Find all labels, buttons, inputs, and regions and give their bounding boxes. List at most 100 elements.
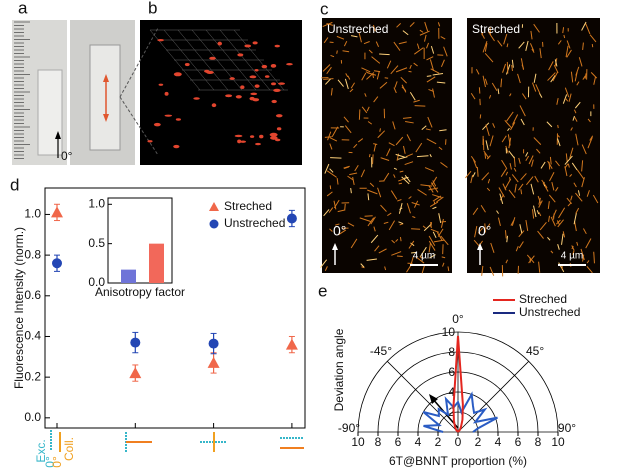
y-tick-label: 1.0 [24, 207, 41, 221]
fiber [376, 70, 380, 80]
fiber [406, 134, 411, 142]
y-tick-label: 0.0 [88, 275, 105, 289]
fiber [492, 123, 496, 128]
fiber [436, 196, 444, 203]
fiber [398, 41, 407, 45]
fiber [380, 204, 387, 212]
fiber [533, 205, 537, 218]
y-axis-label: Deviation angle [332, 328, 346, 411]
fiber [470, 174, 474, 184]
bar [149, 243, 164, 283]
fiber [400, 76, 407, 84]
fiber [360, 169, 366, 178]
fiber [513, 156, 516, 167]
fiber [350, 35, 358, 38]
fiber [537, 195, 542, 204]
fiber [477, 227, 483, 234]
volume-blob [157, 38, 164, 42]
fiber [430, 46, 435, 54]
fiber [502, 63, 507, 73]
fiber [511, 64, 514, 72]
fiber [507, 127, 510, 132]
fiber [409, 21, 415, 27]
fiber [575, 66, 580, 76]
fiber [520, 173, 527, 181]
fiber [426, 76, 436, 83]
fiber [580, 248, 585, 261]
fiber [555, 187, 559, 192]
panel-label: e [318, 281, 327, 300]
fiber [415, 256, 425, 264]
fiber [322, 21, 333, 28]
fiber [326, 191, 333, 197]
x-tick-label: 2 [475, 435, 482, 449]
point [52, 258, 62, 269]
fiber [430, 68, 440, 74]
fiber [395, 67, 408, 73]
fiber [465, 170, 472, 179]
fiber [563, 34, 566, 39]
y-axis-label: Fluorescence Intensity (norm.) [12, 227, 26, 389]
fiber [390, 65, 399, 75]
fiber [525, 40, 529, 52]
fiber [510, 122, 516, 131]
fiber [406, 153, 413, 158]
fiber [428, 240, 436, 251]
bar [121, 269, 136, 283]
x-axis-label: 6T@BNNT proportion (%) [389, 454, 527, 468]
fiber [404, 161, 414, 166]
polarization-icons [50, 430, 304, 452]
fiber [504, 119, 512, 129]
fiber [419, 30, 430, 36]
fiber [369, 182, 375, 187]
film-stretched [89, 44, 121, 151]
fiber [482, 41, 488, 53]
fiber [426, 75, 432, 77]
x-tick-label: 0 [455, 435, 462, 449]
fiber [399, 170, 404, 173]
fiber [372, 154, 374, 165]
fiber [472, 172, 476, 178]
fiber [576, 169, 585, 180]
point [129, 367, 142, 379]
fiber [539, 221, 547, 231]
polar-line [452, 335, 464, 433]
fiber [550, 250, 554, 254]
fiber [426, 56, 434, 61]
fiber [505, 145, 509, 154]
fiber [391, 251, 402, 256]
fiber [482, 122, 490, 131]
fiber [406, 203, 411, 214]
fiber [396, 156, 408, 161]
angle-label: 0° [61, 149, 73, 163]
x-tick-label: 6 [395, 435, 402, 449]
fiber [470, 92, 476, 100]
fiber [489, 135, 494, 147]
fibers [320, 21, 599, 277]
fiber [378, 248, 387, 254]
fiber [437, 22, 441, 27]
volume-blob [270, 63, 277, 68]
y-tick-label: 0.4 [24, 329, 41, 343]
fiber [383, 172, 390, 182]
r-tick-label: 10 [442, 325, 456, 339]
fiber [481, 265, 484, 276]
fiber [589, 34, 597, 43]
fiber [589, 135, 594, 141]
volume-blob [225, 94, 233, 98]
fiber [416, 43, 420, 50]
fiber [552, 71, 559, 82]
fiber [550, 216, 556, 227]
fiber [367, 189, 378, 195]
fiber [368, 49, 373, 54]
fiber [529, 43, 535, 52]
volume-image [140, 20, 302, 165]
angle-tick-label: -45° [370, 344, 392, 358]
fiber [557, 244, 560, 250]
plot-frame [44, 187, 306, 429]
polarization-label: 0° [50, 456, 64, 468]
volume-blob [173, 72, 182, 77]
volume-blob [249, 135, 255, 138]
fiber [587, 118, 591, 123]
volume-blob [274, 44, 280, 48]
